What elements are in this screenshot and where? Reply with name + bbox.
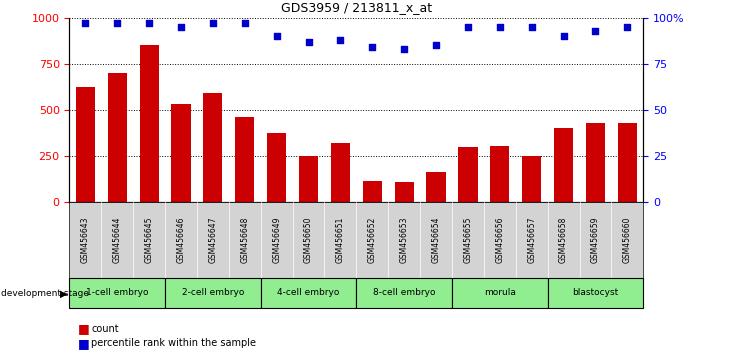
Bar [261,278,356,308]
Point [431,42,442,48]
Point [207,21,219,26]
Text: GSM456644: GSM456644 [113,217,122,263]
Point [303,39,314,45]
Text: ▶: ▶ [60,289,67,298]
Text: GSM456649: GSM456649 [272,217,281,263]
Text: GSM456652: GSM456652 [368,217,376,263]
Point [366,44,378,50]
Bar [69,278,165,308]
Bar [548,278,643,308]
Bar [586,122,605,202]
Point [621,24,633,30]
Bar [172,104,191,202]
Bar [107,73,127,202]
Text: 4-cell embryo: 4-cell embryo [277,289,340,297]
Text: GSM456645: GSM456645 [145,217,154,263]
Bar [363,181,382,202]
Text: 2-cell embryo: 2-cell embryo [182,289,244,297]
Text: GSM456647: GSM456647 [208,217,217,263]
Point [590,28,602,33]
Bar [554,128,573,202]
Point [239,21,251,26]
Text: morula: morula [484,289,516,297]
Text: GSM456651: GSM456651 [336,217,345,263]
Point [143,21,155,26]
Bar [299,156,318,202]
Text: GSM456653: GSM456653 [400,217,409,263]
Bar [140,45,159,202]
Text: ■: ■ [78,337,90,350]
Text: 1-cell embryo: 1-cell embryo [86,289,148,297]
Point [398,46,410,52]
Text: GSM456656: GSM456656 [496,217,504,263]
Bar [452,278,548,308]
Point [111,21,123,26]
Title: GDS3959 / 213811_x_at: GDS3959 / 213811_x_at [281,1,432,14]
Text: development stage: development stage [1,289,89,298]
Point [80,21,91,26]
Text: GSM456660: GSM456660 [623,217,632,263]
Text: blastocyst: blastocyst [572,289,618,297]
Bar [395,182,414,202]
Point [335,37,346,42]
Bar [331,143,350,202]
Bar [267,133,287,202]
Text: GSM456657: GSM456657 [527,217,537,263]
Bar [522,156,541,202]
Bar [426,172,446,202]
Text: GSM456659: GSM456659 [591,217,600,263]
Bar [458,148,477,202]
Point [462,24,474,30]
Text: 8-cell embryo: 8-cell embryo [373,289,436,297]
Text: GSM456650: GSM456650 [304,217,313,263]
Text: GSM456654: GSM456654 [431,217,441,263]
Text: GSM456646: GSM456646 [176,217,186,263]
Bar [203,93,222,202]
Bar [618,122,637,202]
Text: GSM456643: GSM456643 [81,217,90,263]
Text: count: count [91,324,119,333]
Text: percentile rank within the sample: percentile rank within the sample [91,338,257,348]
Bar [76,87,95,202]
Text: ■: ■ [78,322,90,335]
Bar [356,278,452,308]
Bar [235,117,254,202]
Point [175,24,187,30]
Point [526,24,537,30]
Bar [491,145,510,202]
Point [270,33,282,39]
Point [494,24,506,30]
Text: GSM456655: GSM456655 [463,217,472,263]
Point [558,33,569,39]
Text: GSM456658: GSM456658 [559,217,568,263]
Text: GSM456648: GSM456648 [240,217,249,263]
Bar [165,278,261,308]
